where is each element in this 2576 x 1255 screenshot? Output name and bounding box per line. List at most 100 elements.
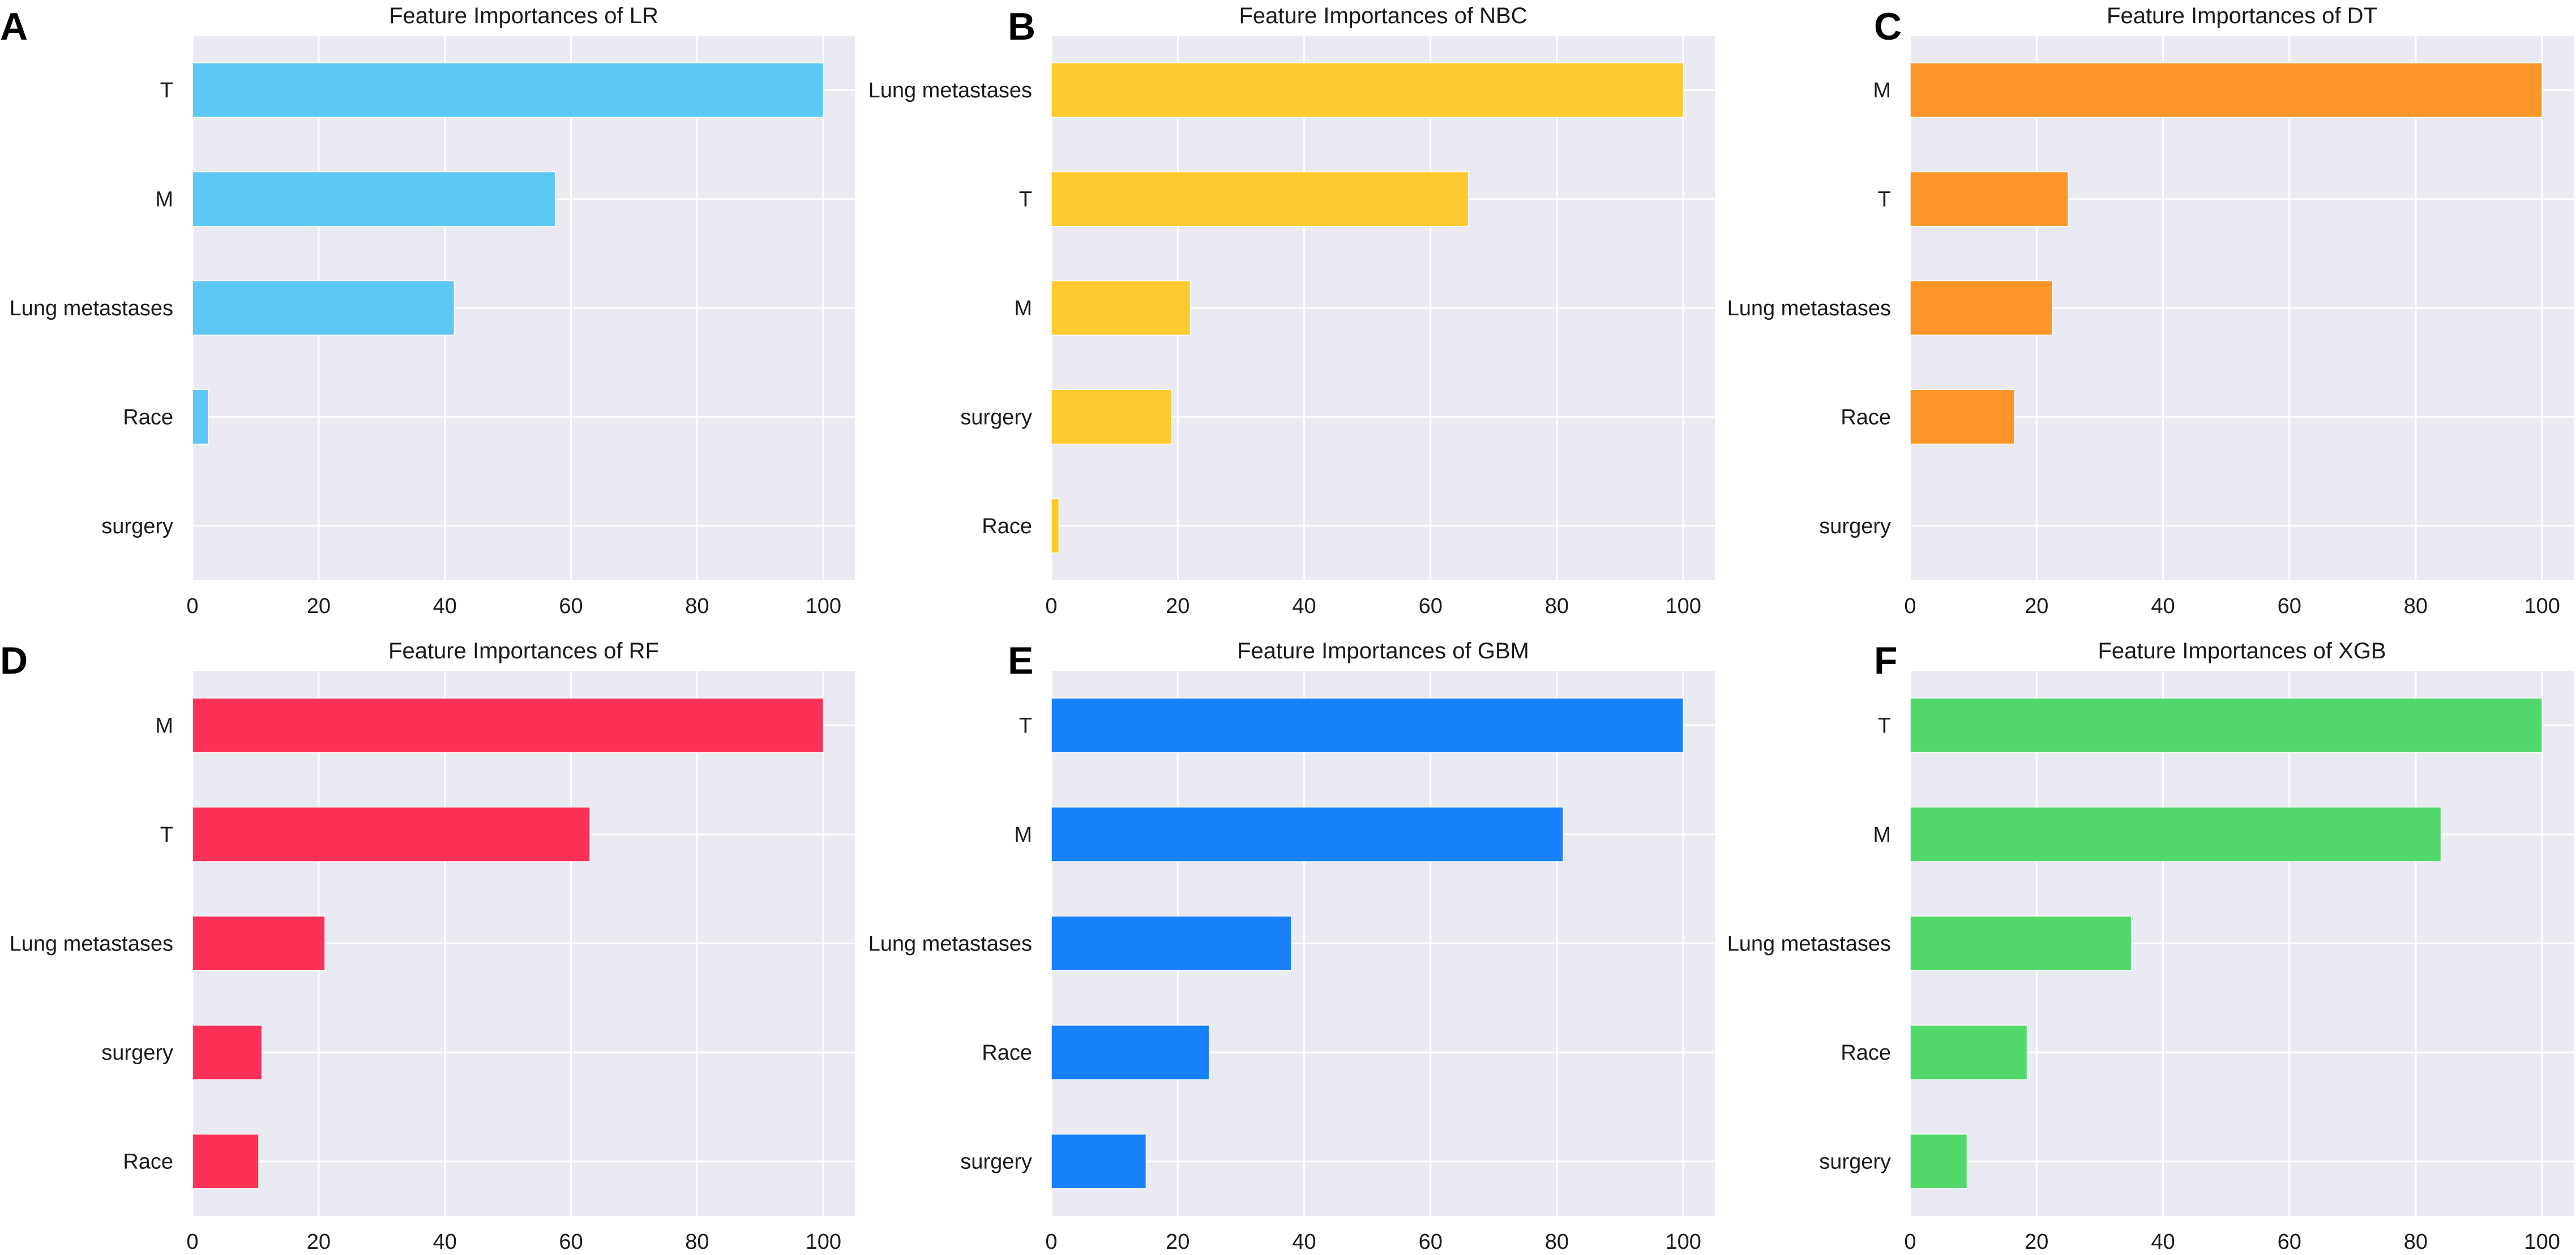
panel-letter: A [0,5,28,48]
x-tick-label: 100 [2524,594,2560,618]
y-tick-label: T [1019,714,1032,738]
x-tick-label: 100 [1665,1230,1701,1254]
panel-letter: B [1008,5,1035,48]
bar-m [1051,807,1564,862]
panel-c: M T Lung metastases Race surgery 0 20 40 60 80 100… [1727,3,2574,618]
y-tick-label: M [1014,823,1032,847]
panel-a: T M Lung metastases Race surgery 0 20 40 60 80 100… [0,3,855,618]
x-tick-label: 20 [307,594,331,618]
bar-t [1051,171,1469,227]
bar-m [1051,280,1191,336]
x-tick-label: 80 [2404,594,2428,618]
x-tick-label: 40 [1292,594,1316,618]
y-tick-label: Race [123,405,173,429]
bar-race [1051,1025,1210,1080]
panel-letter: E [1008,639,1033,682]
x-tick-label: 40 [433,1230,457,1254]
bar-surgery [1051,389,1172,445]
bar-surgery [192,1025,263,1080]
x-tick-label: 100 [806,594,841,618]
bar-m [1910,62,2543,118]
x-tick-label: 60 [559,1230,583,1254]
x-tick-label: 100 [2524,1230,2560,1254]
bar-race [1910,1025,2028,1080]
x-tick-label: 0 [186,1230,198,1254]
bar-lung-metastases [192,280,455,336]
y-tick-label: M [155,188,173,212]
x-tick-label: 40 [2151,594,2175,618]
y-tick-label: surgery [1819,1150,1891,1174]
bar-lung-metastases [1051,62,1684,118]
x-tick-label: 40 [1292,1230,1316,1254]
x-tick-label: 0 [1904,594,1916,618]
bar-race [1910,389,2015,445]
x-tick-label: 60 [2278,594,2301,618]
y-tick-label: M [1873,823,1891,847]
y-tick-label: Race [123,1150,173,1174]
panel-letter: F [1874,639,1898,682]
panel-title: Feature Importances of RF [388,639,659,663]
bar-surgery [1910,1133,1968,1189]
y-tick-label: surgery [101,1041,173,1065]
y-tick-label: Race [1841,405,1891,429]
x-tick-label: 40 [2151,1230,2175,1254]
y-tick-label: M [155,714,173,738]
y-tick-label: M [1014,297,1032,320]
panel-letter: C [1874,5,1902,48]
bar-lung-metastases [192,915,326,971]
bar-lung-metastases [1051,915,1292,971]
x-tick-label: 100 [806,1230,841,1254]
bar-t [192,807,590,862]
y-tick-label: Race [982,515,1032,538]
bar-race [192,1133,259,1189]
x-tick-label: 80 [2404,1230,2428,1254]
bar-lung-metastases [1910,280,2053,336]
bar-t [1910,171,2069,227]
y-tick-label: T [160,79,173,102]
x-tick-label: 20 [1166,1230,1189,1254]
y-tick-label: Lung metastases [868,932,1032,956]
y-tick-label: Race [982,1041,1032,1065]
x-tick-label: 20 [1166,594,1189,618]
bar-m [192,171,556,227]
bar-race [192,389,209,445]
x-tick-label: 60 [1419,594,1443,618]
bar-m [192,697,824,753]
x-tick-label: 60 [2278,1230,2301,1254]
y-tick-label: surgery [960,405,1032,429]
y-tick-label: T [1878,188,1891,212]
panel-title: Feature Importances of LR [389,3,658,28]
panel-f: T M Lung metastases Race surgery 0 20 40 60 80 100… [1727,639,2574,1254]
y-tick-label: Lung metastases [1727,297,1891,320]
panel-title: Feature Importances of DT [2107,3,2377,28]
panel-title: Feature Importances of XGB [2098,639,2386,663]
x-tick-label: 60 [559,594,583,618]
bar-m [1910,807,2442,862]
y-tick-label: surgery [960,1150,1032,1174]
x-tick-label: 40 [433,594,457,618]
y-tick-label: surgery [101,515,173,538]
bar-t [192,62,824,118]
x-tick-label: 0 [1045,1230,1057,1254]
panel-e: T M Lung metastases Race surgery 0 20 40 60 80 100… [868,639,1715,1254]
y-tick-label: Lung metastases [868,79,1032,102]
bar-surgery [1051,1133,1147,1189]
y-tick-label: Lung metastases [1727,932,1891,956]
panel-letter: D [0,639,28,682]
x-tick-label: 100 [1665,594,1701,618]
y-tick-label: M [1873,79,1891,102]
x-tick-label: 0 [1904,1230,1916,1254]
bar-t [1910,697,2543,753]
y-tick-label: Race [1841,1041,1891,1065]
x-tick-label: 80 [685,594,709,618]
y-tick-label: Lung metastases [10,297,173,320]
bar-race [1051,498,1060,554]
panel-title: Feature Importances of NBC [1239,3,1527,28]
y-tick-label: Lung metastases [10,932,173,956]
x-tick-label: 80 [685,1230,709,1254]
y-tick-label: T [1019,188,1032,212]
x-tick-label: 80 [1545,594,1569,618]
panel-d: M T Lung metastases surgery Race 0 20 40 60 80 100… [0,639,855,1254]
